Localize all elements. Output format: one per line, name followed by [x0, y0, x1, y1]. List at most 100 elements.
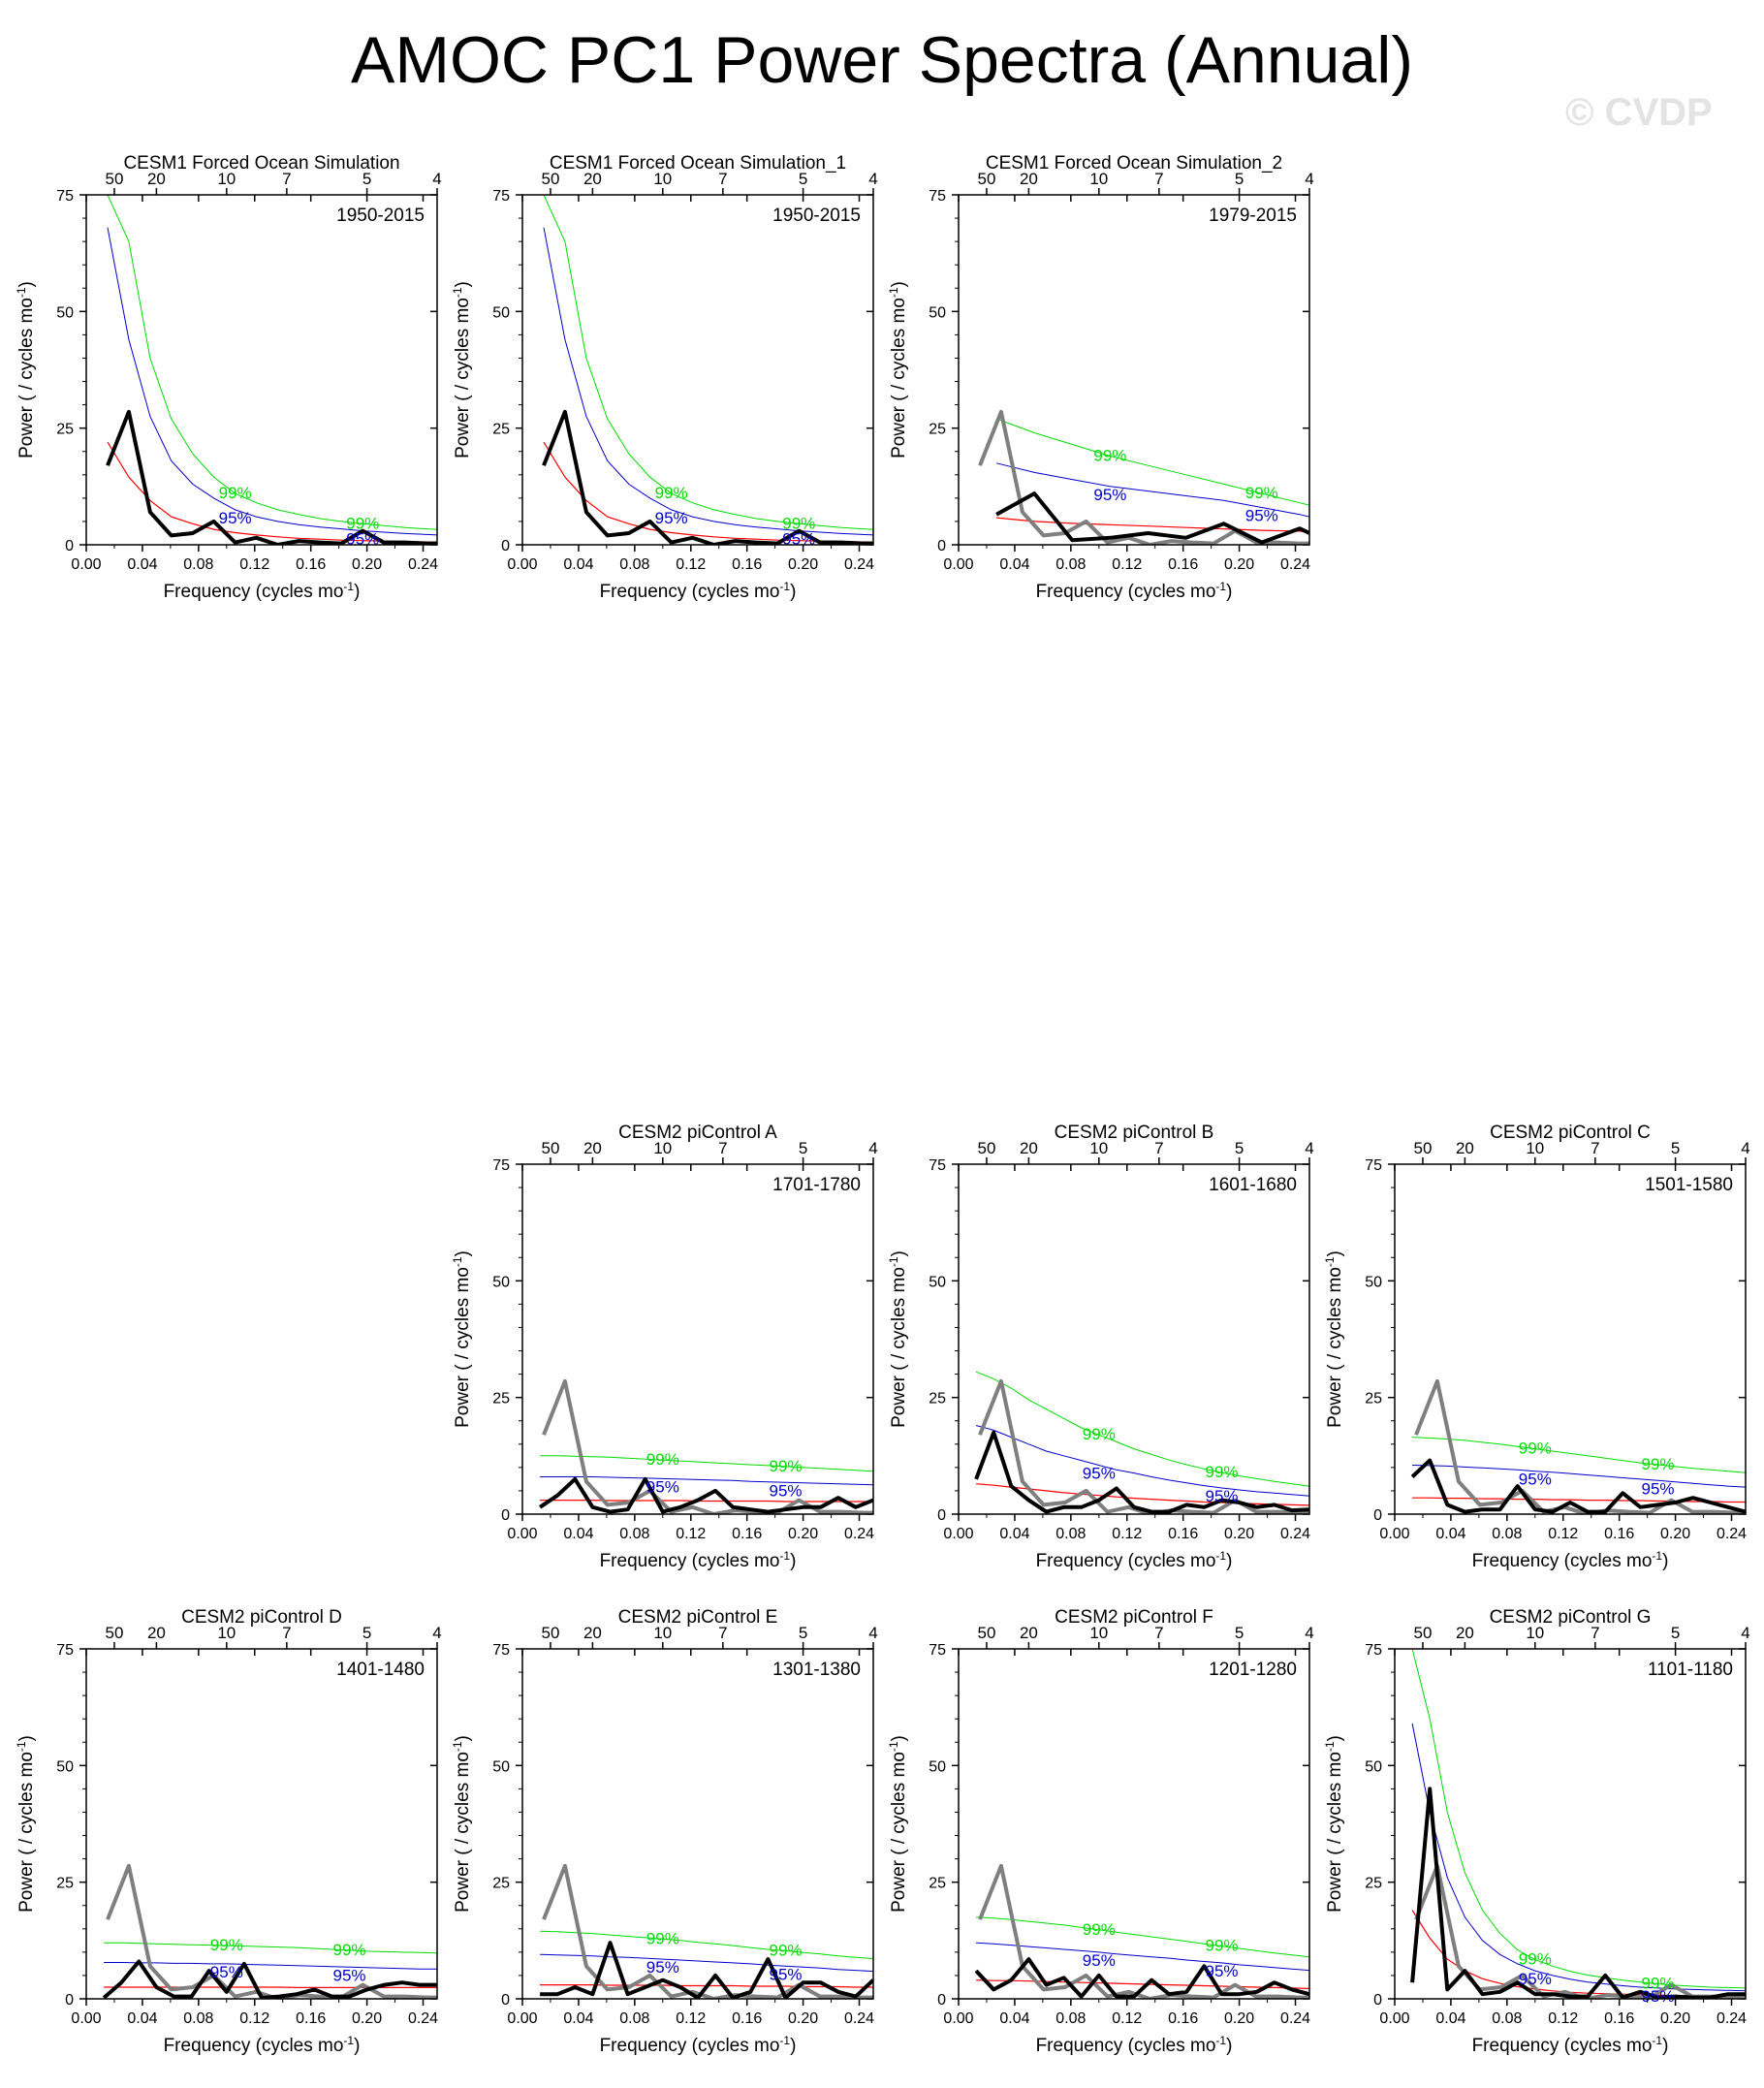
ci99-label: 99% — [655, 484, 688, 502]
y-tick-label: 25 — [929, 422, 946, 438]
figure-title: AMOC PC1 Power Spectra (Annual) — [351, 23, 1413, 97]
chart-title: CESM2 piControl C — [1490, 1123, 1651, 1143]
top-tick-label: 4 — [1305, 1139, 1313, 1157]
y-tick-label: 0 — [65, 538, 74, 554]
panel-cesm2-picontrol-f: CESM2 piControl F 50 20 10 7 5 4 0.00 0.04 0.08 0.… — [872, 1599, 1314, 2084]
chart-title: CESM2 piControl F — [1055, 1607, 1213, 1628]
x-tick-label: 0.00 — [507, 1526, 537, 1542]
spectrum-line — [995, 491, 1309, 545]
top-tick-label: 50 — [977, 170, 995, 188]
x-tick-label: 0.20 — [352, 2010, 382, 2027]
ci95-label: 95% — [655, 509, 688, 527]
x-tick-label: 0.00 — [1379, 2010, 1409, 2027]
x-tick-label: 0.24 — [1280, 2010, 1310, 2027]
x-tick-label: 0.00 — [943, 1526, 973, 1542]
ci99-label: 99% — [1093, 447, 1126, 465]
x-tick-label: 0.00 — [71, 2010, 101, 2027]
y-tick-label: 50 — [56, 304, 74, 321]
ci99-line — [1411, 1649, 1746, 1989]
y-tick-label: 25 — [492, 1391, 510, 1408]
spectrum-line — [538, 1476, 873, 1514]
y-tick-label: 0 — [1373, 1992, 1382, 2009]
x-tick-label: 0.08 — [183, 2010, 213, 2027]
top-tick-label: 5 — [799, 1624, 807, 1642]
spectrum-chart: CESM2 piControl C50 20 10 7 5 40.00 0.04 0.08 0.… — [1323, 1123, 1750, 1571]
x-axis-label: Frequency (cycles mo-1) — [1472, 1549, 1669, 1571]
top-tick-label: 20 — [147, 1624, 166, 1642]
spectrum-chart: CESM2 piControl A50 20 10 7 5 40.00 0.04 0.08 0.… — [451, 1123, 878, 1571]
x-tick-label: 0.00 — [943, 2010, 973, 2027]
x-tick-label: 0.08 — [1492, 1526, 1522, 1542]
top-tick-label: 10 — [1526, 1139, 1544, 1157]
x-axis-label: Frequency (cycles mo-1) — [600, 580, 797, 602]
y-tick-label: 0 — [937, 1507, 946, 1524]
panel-cesm1-forced-ocean-2: CESM1 Forced Ocean Simulation_2 50 20 10 7 5 4… — [872, 145, 1314, 630]
ci95-line — [976, 1942, 1309, 1972]
x-axis-label: Frequency (cycles mo-1) — [164, 2034, 361, 2056]
y-tick-label: 75 — [56, 188, 74, 205]
x-tick-label: 0.16 — [1168, 556, 1198, 573]
chart-title: CESM2 piControl A — [618, 1123, 777, 1143]
x-tick-label: 0.00 — [507, 556, 537, 573]
x-tick-label: 0.12 — [1112, 2010, 1142, 2027]
top-tick-label: 4 — [432, 1624, 441, 1642]
x-tick-label: 0.00 — [943, 556, 973, 573]
y-tick-label: 0 — [1373, 1507, 1382, 1524]
reference-spectrum-line — [542, 1378, 873, 1514]
x-tick-label: 0.04 — [1435, 2010, 1465, 2027]
top-tick-label: 10 — [1089, 1624, 1108, 1642]
top-tick-label: 4 — [1741, 1139, 1749, 1157]
y-tick-label: 50 — [1365, 1758, 1382, 1775]
top-tick-label: 4 — [868, 1624, 877, 1642]
x-tick-label: 0.00 — [507, 2010, 537, 2027]
top-tick-label: 10 — [1089, 170, 1108, 188]
ci99-line — [976, 1916, 1309, 1958]
top-tick-label: 50 — [977, 1139, 995, 1157]
y-tick-label: 25 — [1365, 1876, 1382, 1892]
series-group — [978, 409, 1309, 545]
ci99-label: 99% — [1083, 1425, 1116, 1443]
x-axis-label: Frequency (cycles mo-1) — [1036, 580, 1233, 602]
x-tick-label: 0.16 — [1604, 1526, 1634, 1542]
x-tick-label: 0.16 — [732, 556, 762, 573]
x-tick-label: 0.20 — [788, 1526, 818, 1542]
x-tick-label: 0.20 — [352, 556, 382, 573]
period-label: 1401-1480 — [336, 1660, 425, 1680]
y-tick-label: 50 — [929, 1758, 946, 1775]
spectrum-chart: CESM2 piControl F50 20 10 7 5 40.00 0.04 0.08 0.… — [887, 1607, 1314, 2056]
x-tick-label: 0.16 — [732, 1526, 762, 1542]
series-group — [538, 1378, 873, 1514]
ci99-label: 99% — [346, 514, 379, 532]
chart-title: CESM2 piControl G — [1490, 1607, 1652, 1628]
x-tick-label: 0.20 — [1660, 1526, 1690, 1542]
x-tick-label: 0.20 — [1224, 2010, 1254, 2027]
spectrum-line — [542, 409, 873, 545]
x-axis-label: Frequency (cycles mo-1) — [1472, 2034, 1669, 2056]
reference-spectrum-line — [978, 1863, 1309, 1999]
ci95-label: 95% — [210, 1963, 243, 1981]
ci95-label: 95% — [782, 530, 815, 549]
top-tick-label: 20 — [583, 170, 602, 188]
top-tick-label: 7 — [1154, 170, 1163, 188]
red-noise-line — [1412, 1497, 1746, 1503]
y-tick-label: 0 — [65, 1992, 74, 2009]
top-tick-label: 7 — [718, 170, 727, 188]
ci95-line — [540, 1476, 873, 1486]
x-tick-label: 0.12 — [239, 2010, 269, 2027]
series-group — [1410, 1649, 1746, 1999]
ci95-label: 95% — [769, 1481, 802, 1500]
period-label: 1501-1580 — [1645, 1175, 1733, 1195]
top-tick-label: 5 — [362, 1624, 371, 1642]
y-tick-label: 0 — [501, 1992, 510, 2009]
y-axis-label: Power ( / cycles mo-1) — [15, 281, 37, 459]
ci99-label: 99% — [1519, 1439, 1552, 1458]
top-tick-label: 50 — [541, 170, 559, 188]
top-tick-label: 10 — [217, 1624, 236, 1642]
x-tick-label: 0.16 — [1604, 2010, 1634, 2027]
y-axis-label: Power ( / cycles mo-1) — [451, 1250, 473, 1428]
ci95-line — [107, 227, 437, 536]
x-tick-label: 0.12 — [676, 556, 706, 573]
x-tick-label: 0.12 — [676, 2010, 706, 2027]
panel-cesm1-forced-ocean: CESM1 Forced Ocean Simulation 50 20 10 7 5 4 0.… — [0, 145, 442, 630]
